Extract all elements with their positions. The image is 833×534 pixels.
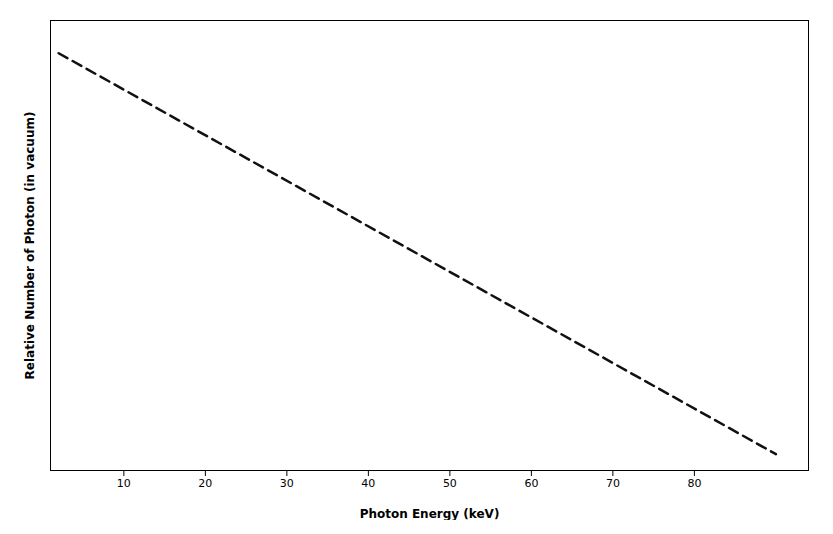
svg-text:30: 30: [280, 477, 294, 490]
svg-text:80: 80: [687, 477, 701, 490]
svg-text:20: 20: [198, 477, 212, 490]
svg-text:40: 40: [361, 477, 375, 490]
svg-text:Relative Number of Photon (in: Relative Number of Photon (in vacuum): [23, 112, 37, 380]
svg-text:10: 10: [117, 477, 131, 490]
svg-text:70: 70: [606, 477, 620, 490]
svg-text:50: 50: [443, 477, 457, 490]
svg-text:Photon Energy (keV): Photon Energy (keV): [360, 507, 500, 521]
svg-text:60: 60: [524, 477, 538, 490]
